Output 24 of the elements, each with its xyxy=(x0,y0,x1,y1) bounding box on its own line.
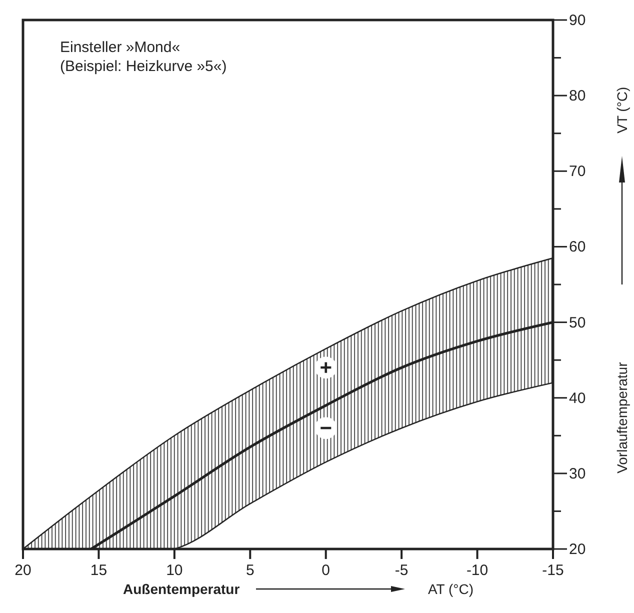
x-tick-label: -10 xyxy=(466,562,488,579)
y-tick-label: 60 xyxy=(569,238,586,256)
text: (Beispiel: Heizkurve »5«) xyxy=(60,58,227,75)
y-tick-label: 90 xyxy=(569,12,586,29)
text: Einsteller »Mond« xyxy=(60,39,180,56)
y-tick-label: 30 xyxy=(569,465,586,482)
text: AT (°C) xyxy=(428,581,474,597)
x-tick-label: 15 xyxy=(90,562,108,579)
text: VT (°C) xyxy=(614,86,630,134)
annotation: + xyxy=(320,356,332,380)
x-tick-label: 0 xyxy=(322,562,330,579)
x-tick-label: -5 xyxy=(394,562,408,579)
x-tick-label: -15 xyxy=(542,562,564,579)
y-tick-label: 80 xyxy=(569,88,586,105)
x-axis-title: Außentemperatur xyxy=(123,581,240,597)
y-tick-label: 70 xyxy=(569,163,586,180)
y-tick-label: 50 xyxy=(569,314,586,332)
annotation: − xyxy=(320,417,332,440)
y-tick-label: 20 xyxy=(569,541,586,558)
y-axis-title: Vorlauftemperatur xyxy=(614,362,630,474)
x-tick-label: 5 xyxy=(246,562,254,579)
x-tick-label: 10 xyxy=(166,562,183,579)
y-tick-label: 40 xyxy=(569,390,586,407)
x-tick-label: 20 xyxy=(14,562,32,579)
